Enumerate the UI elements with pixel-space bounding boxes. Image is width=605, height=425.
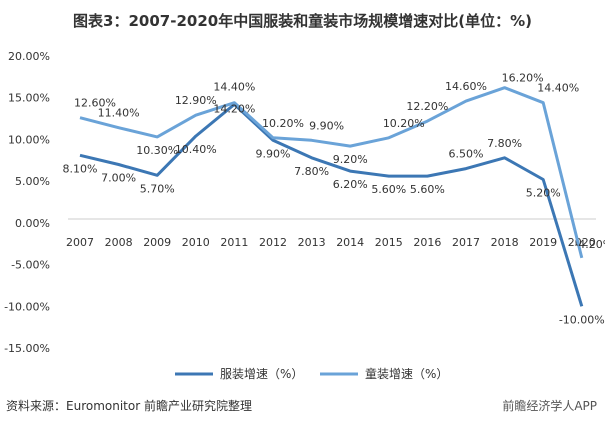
y-tick-label: -5.00%: [11, 259, 50, 272]
data-label-kidswear: 14.40%: [537, 82, 579, 95]
data-label-apparel: 10.40%: [175, 143, 217, 156]
x-tick-label: 2014: [336, 236, 364, 249]
data-label-kidswear: 9.20%: [333, 153, 368, 166]
data-label-kidswear: 10.20%: [262, 117, 304, 130]
y-tick-label: -10.00%: [4, 300, 50, 313]
data-label-apparel: 7.00%: [101, 171, 136, 184]
y-tick-label: 0.00%: [15, 217, 50, 230]
x-tick-label: 2008: [105, 236, 133, 249]
watermark-text: 前瞻经济学人APP: [502, 399, 597, 413]
data-label-apparel: 9.90%: [256, 147, 291, 160]
y-tick-label: 5.00%: [15, 175, 50, 188]
data-label-kidswear: 9.90%: [309, 119, 344, 132]
data-label-kidswear: 14.40%: [213, 81, 255, 94]
data-labels: 8.10%7.00%5.70%10.40%14.20%9.90%7.80%6.2…: [63, 72, 605, 327]
x-tick-label: 2015: [375, 236, 403, 249]
x-axis: 2007 2008 2009 2010 2011 2012 2013 2014 2015 2016…: [66, 236, 596, 249]
data-label-apparel: 14.20%: [213, 102, 255, 115]
x-tick-label: 2020: [568, 236, 596, 249]
data-label-kidswear: 12.20%: [406, 100, 448, 113]
x-tick-label: 2016: [413, 236, 441, 249]
y-tick-label: -15.00%: [4, 342, 50, 355]
series-line-apparel: [79, 102, 584, 307]
data-label-kidswear: 12.90%: [175, 94, 217, 107]
legend-label-kidswear: 童装增速（%）: [365, 366, 448, 381]
data-label-apparel: 6.50%: [449, 148, 484, 161]
data-label-kidswear: 14.60%: [445, 80, 487, 93]
legend: 服装增速（%） 童装增速（%）: [175, 366, 448, 381]
data-label-kidswear: 10.30%: [136, 144, 178, 157]
x-tick-label: 2007: [66, 236, 94, 249]
chart-title: 图表3：2007-2020年中国服装和童装市场规模增速对比(单位：%): [73, 12, 532, 30]
data-label-apparel: 5.60%: [371, 183, 406, 196]
y-tick-label: 15.00%: [8, 92, 50, 105]
x-tick-label: 2009: [143, 236, 171, 249]
x-tick-label: 2017: [452, 236, 480, 249]
y-tick-label: 20.00%: [8, 50, 50, 63]
x-tick-label: 2013: [298, 236, 326, 249]
data-label-apparel: 5.60%: [410, 183, 445, 196]
x-tick-label: 2010: [182, 236, 210, 249]
data-label-apparel: 5.20%: [526, 186, 561, 199]
data-label-apparel: 6.20%: [333, 178, 368, 191]
data-label-apparel: 7.80%: [487, 137, 522, 150]
data-label-kidswear: -4.20%: [574, 238, 605, 251]
x-tick-label: 2012: [259, 236, 287, 249]
x-tick-label: 2011: [220, 236, 248, 249]
data-label-apparel: 7.80%: [294, 165, 329, 178]
legend-label-apparel: 服装增速（%）: [220, 367, 303, 381]
data-label-kidswear: 16.20%: [502, 72, 544, 85]
y-axis: -15.00% -10.00% -5.00% 0.00% 5.00% 10.00% 15.0…: [4, 50, 50, 355]
x-tick-label: 2019: [529, 236, 557, 249]
data-label-kidswear: 11.40%: [98, 107, 140, 120]
series-line-kidswear: [79, 86, 584, 259]
data-label-apparel: -10.00%: [559, 313, 605, 326]
data-label-apparel: 8.10%: [63, 162, 98, 175]
data-label-kidswear: 10.20%: [383, 117, 425, 130]
series-group: [79, 86, 584, 307]
source-note: 资料来源：Euromonitor 前瞻产业研究院整理: [6, 399, 252, 413]
x-tick-label: 2018: [491, 236, 519, 249]
y-tick-label: 10.00%: [8, 133, 50, 146]
data-label-apparel: 5.70%: [140, 182, 175, 195]
data-label-kidswear: 12.60%: [74, 97, 116, 110]
